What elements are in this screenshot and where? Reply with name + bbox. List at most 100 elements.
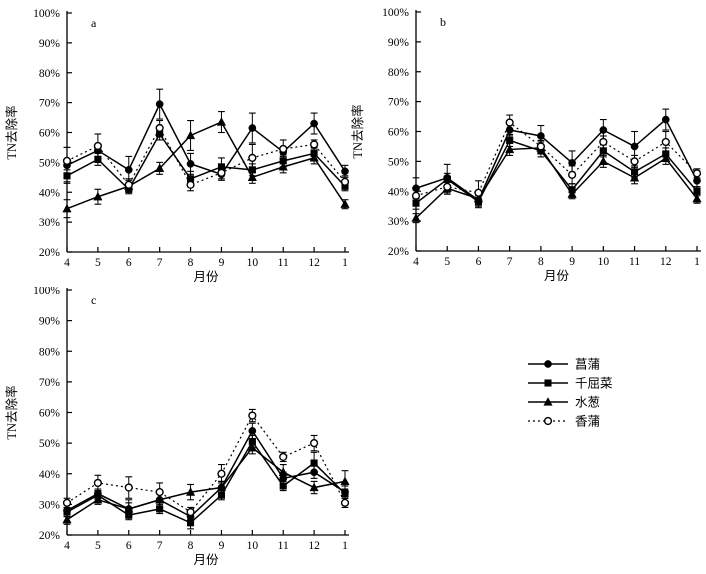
data-point-千屈菜 xyxy=(63,508,71,516)
y-tick-label: 70% xyxy=(39,377,61,389)
x-tick-label: 11 xyxy=(278,540,289,552)
data-point-水葱 xyxy=(124,504,134,513)
data-point-香蒲 xyxy=(340,177,350,186)
data-point-香蒲 xyxy=(248,153,257,162)
data-point-水葱 xyxy=(185,487,196,496)
x-tick-label: 8 xyxy=(188,540,194,552)
x-tick-label: 10 xyxy=(247,540,259,552)
data-point-香蒲 xyxy=(310,140,319,149)
data-point-香蒲 xyxy=(692,169,702,178)
data-point-水葱 xyxy=(278,161,288,171)
series-line-香蒲 xyxy=(415,121,698,197)
y-axis-title: TN去除率 xyxy=(4,385,19,439)
y-tick-label: 80% xyxy=(39,68,61,80)
data-point-香蒲 xyxy=(536,142,545,151)
y-tick-label: 40% xyxy=(388,186,410,198)
y-tick-label: 40% xyxy=(39,187,61,199)
y-tick-label: 20% xyxy=(388,246,410,258)
data-point-香蒲 xyxy=(186,180,195,189)
y-tick-label: 30% xyxy=(388,216,410,228)
data-point-水葱 xyxy=(216,117,227,126)
data-point-香蒲 xyxy=(186,507,195,517)
data-point-菖蒲 xyxy=(661,115,670,124)
x-tick-label: 9 xyxy=(569,256,575,268)
data-point-香蒲 xyxy=(599,137,608,147)
x-tick-label: 11 xyxy=(629,256,640,268)
data-point-水葱 xyxy=(62,203,72,213)
legend-item-千屈菜: 千屈菜 xyxy=(528,377,613,391)
x-tick-label: 4 xyxy=(64,540,70,552)
x-tick-label: 9 xyxy=(219,540,225,552)
x-tick-label: 6 xyxy=(126,540,132,552)
data-point-千屈菜 xyxy=(599,147,607,155)
data-point-水葱 xyxy=(411,213,421,222)
series-line-菖蒲 xyxy=(415,118,698,202)
x-tick-label: 7 xyxy=(507,256,513,268)
y-tick-label: 50% xyxy=(39,157,61,169)
x-tick-label: 12 xyxy=(308,540,320,552)
y-tick-label: 90% xyxy=(388,37,410,49)
x-tick-label: 5 xyxy=(444,256,450,268)
data-point-香蒲 xyxy=(155,123,164,133)
data-point-水葱 xyxy=(661,153,671,163)
x-axis-title: 月份 xyxy=(193,553,219,567)
chart-panel-b: 20% 30% 40% 50% 60% 70% 80% 90% 100% 4 5 6 7 8 9 10 11 12… xyxy=(350,7,702,283)
data-point-水葱 xyxy=(309,482,319,492)
data-point-千屈菜 xyxy=(310,459,318,467)
series-line-千屈菜 xyxy=(66,132,346,191)
x-tick-label: 10 xyxy=(247,257,259,269)
y-tick-label: 20% xyxy=(39,530,61,542)
data-point-香蒲 xyxy=(217,469,226,478)
legend-marker-filled-square xyxy=(544,379,552,387)
data-point-菖蒲 xyxy=(310,119,318,128)
x-tick-label: 1 xyxy=(694,256,700,268)
legend-label: 千屈菜 xyxy=(575,377,613,391)
y-axis-title: TN去除率 xyxy=(4,105,19,159)
x-tick-label: 5 xyxy=(95,257,101,269)
data-point-千屈菜 xyxy=(693,187,701,195)
x-tick-label: 11 xyxy=(278,257,289,269)
data-point-香蒲 xyxy=(62,156,72,165)
series-水葱 xyxy=(62,441,350,525)
data-point-香蒲 xyxy=(93,478,102,488)
series-line-香蒲 xyxy=(66,414,346,513)
legend-item-水葱: 水葱 xyxy=(528,396,600,410)
y-tick-label: 80% xyxy=(388,67,410,79)
y-tick-label: 30% xyxy=(39,499,61,511)
data-point-香蒲 xyxy=(62,498,72,507)
x-tick-label: 4 xyxy=(64,257,70,269)
data-point-香蒲 xyxy=(661,137,670,147)
x-tick-label: 5 xyxy=(95,540,101,552)
x-tick-label: 7 xyxy=(157,540,163,552)
series-千屈菜 xyxy=(63,434,349,530)
data-point-水葱 xyxy=(340,476,350,486)
legend-label: 菖蒲 xyxy=(575,358,600,372)
y-tick-label: 20% xyxy=(39,247,61,259)
legend-item-香蒲: 香蒲 xyxy=(528,415,600,429)
data-point-菖蒲 xyxy=(155,100,164,108)
data-point-千屈菜 xyxy=(187,519,195,527)
series-line-水葱 xyxy=(415,147,698,219)
data-point-菖蒲 xyxy=(341,167,349,176)
data-point-水葱 xyxy=(62,514,72,524)
y-tick-label: 100% xyxy=(382,7,409,19)
data-point-水葱 xyxy=(309,152,319,162)
data-point-水葱 xyxy=(247,442,257,452)
y-tick-label: 90% xyxy=(39,316,61,328)
data-point-香蒲 xyxy=(93,141,102,151)
x-tick-label: 4 xyxy=(413,256,419,268)
y-axis-title: TN去除率 xyxy=(350,104,365,158)
y-tick-label: 70% xyxy=(388,97,410,109)
data-point-千屈菜 xyxy=(506,136,514,145)
data-point-水葱 xyxy=(93,191,103,201)
data-point-香蒲 xyxy=(279,144,288,154)
chart-panel-a: 20% 30% 40% 50% 60% 70% 80% 90% 100% 4 5 6 7 8 9 10 11 12… xyxy=(4,8,350,284)
x-tick-label: 12 xyxy=(308,257,320,269)
data-point-水葱 xyxy=(185,130,196,140)
y-tick-label: 50% xyxy=(388,156,410,168)
x-tick-label: 9 xyxy=(219,257,225,269)
series-水葱 xyxy=(411,141,702,224)
series-菖蒲 xyxy=(63,88,349,184)
legend-marker-open-circle xyxy=(543,416,553,426)
